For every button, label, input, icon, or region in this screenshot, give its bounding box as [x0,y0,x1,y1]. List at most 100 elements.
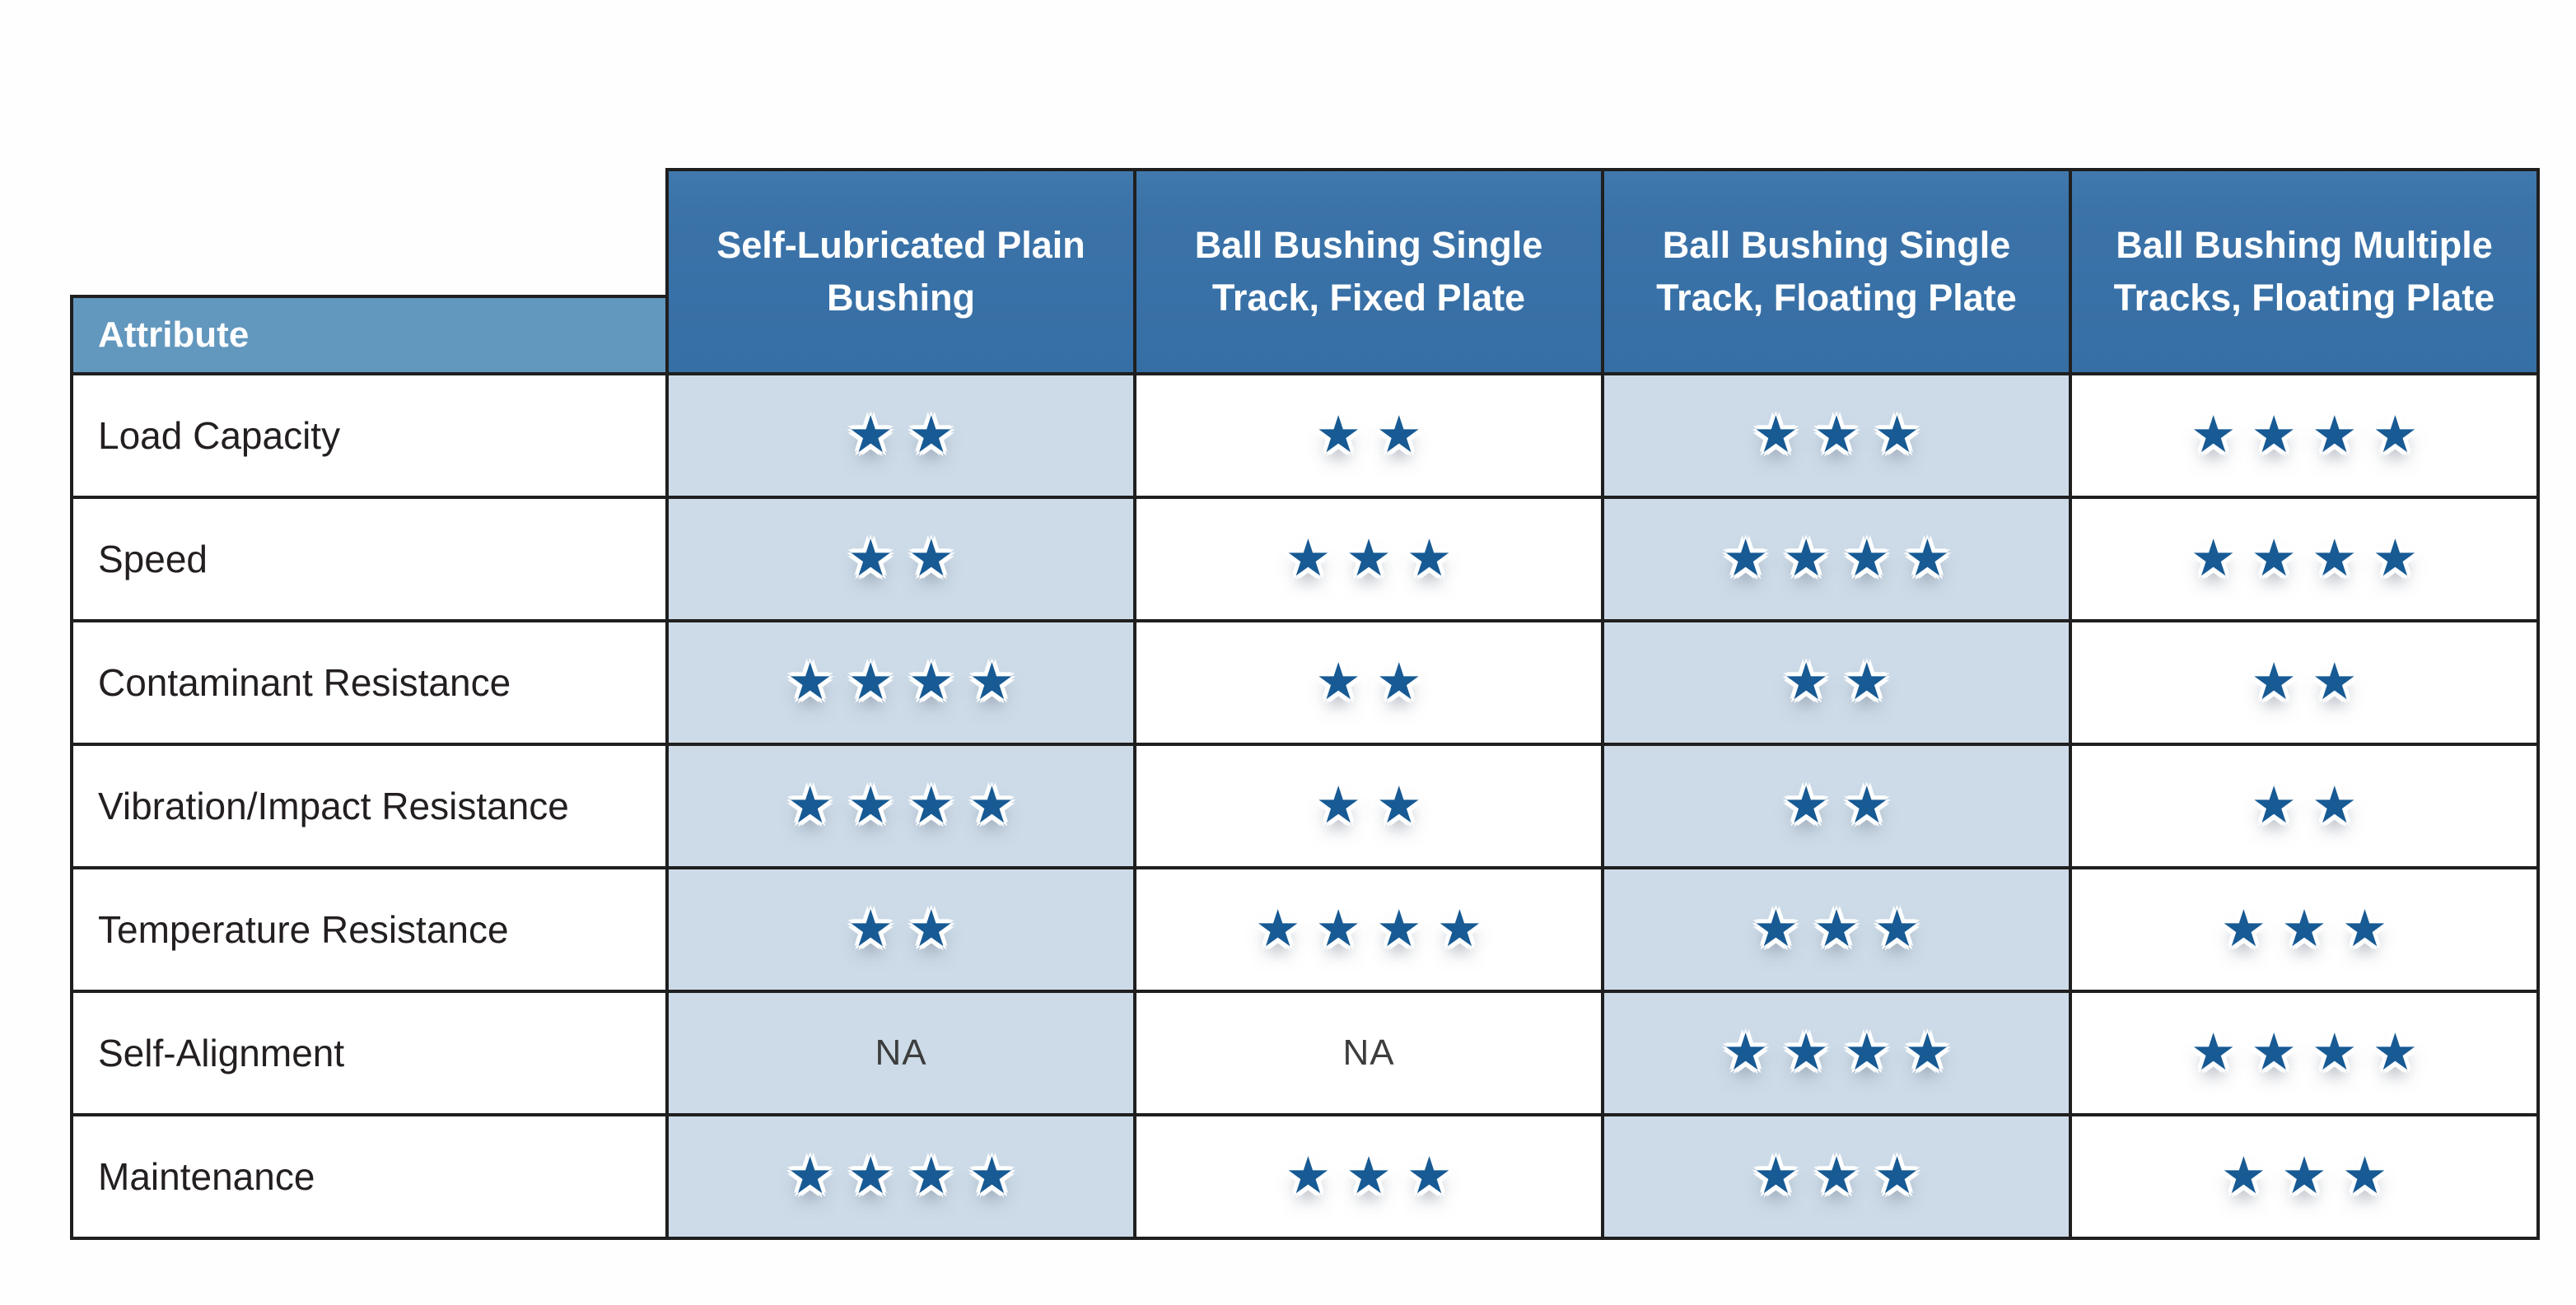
star-icon: ★ [2312,406,2358,464]
star-icon: ★ [1285,529,1332,587]
rating-cell: ★ ★ [1133,743,1604,869]
star-icon: ★ [786,776,833,834]
star-icon: ★ [1904,529,1951,587]
rating-cell: ★ ★ ★ ★ [665,743,1136,869]
column-header-ball-bushing-multiple-tracks-floating-plate: Ball Bushing Multiple Tracks, Floating P… [2069,168,2540,375]
star-icon: ★ [908,1147,954,1205]
row-label-text: Maintenance [98,1155,315,1198]
rating-cell: NA [1133,990,1604,1116]
star-icon: ★ [1376,406,1422,464]
rating-cell: ★ ★ [1601,743,2072,869]
star-icon: ★ [2190,1023,2237,1081]
rating-cell: ★ ★ ★ ★ [2069,990,2540,1116]
column-header-ball-bushing-single-track-floating-plate: Ball Bushing Single Track, Floating Plat… [1601,168,2072,375]
star-icon: ★ [1406,1147,1453,1205]
star-icon: ★ [847,653,894,711]
rating-cell: ★ ★ [2069,619,2540,746]
star-icon: ★ [2341,1147,2388,1205]
star-icon: ★ [1254,900,1301,958]
column-header-label: Self-Lubricated Plain Bushing [716,224,1085,319]
column-header-label: Ball Bushing Single Track, Fixed Plate [1194,224,1543,319]
star-icon: ★ [1406,529,1453,587]
rating-cell: ★ ★ ★ ★ [1133,866,1604,993]
star-icon: ★ [1874,1147,1920,1205]
star-icon: ★ [2312,776,2358,834]
attribute-column-header: Attribute [70,295,669,375]
star-icon: ★ [1376,900,1422,958]
row-label-text: Temperature Resistance [98,908,509,951]
star-icon: ★ [908,653,954,711]
star-icon: ★ [2372,1023,2419,1081]
star-icon: ★ [1752,406,1799,464]
star-icon: ★ [968,653,1015,711]
rating-cell: ★ ★ ★ ★ [2069,496,2540,622]
star-icon: ★ [1783,529,1829,587]
star-icon: ★ [908,529,954,587]
row-label-temperature-resistance: Temperature Resistance [70,866,669,993]
rating-cell: ★ ★ ★ [1601,1113,2072,1240]
star-icon: ★ [1285,1147,1332,1205]
rating-cell: ★ ★ ★ [1133,496,1604,622]
star-icon: ★ [968,1147,1015,1205]
star-icon: ★ [908,406,954,464]
column-header-ball-bushing-single-track-fixed-plate: Ball Bushing Single Track, Fixed Plate [1133,168,1604,375]
rating-cell: ★ ★ ★ ★ [665,1113,1136,1240]
star-icon: ★ [1904,1023,1951,1081]
star-icon: ★ [1315,406,1361,464]
star-icon: ★ [908,900,954,958]
star-icon: ★ [2312,529,2358,587]
star-icon: ★ [2251,653,2297,711]
star-icon: ★ [2190,529,2237,587]
star-icon: ★ [2220,1147,2267,1205]
rating-cell: ★ ★ ★ ★ [665,619,1136,746]
star-icon: ★ [1844,529,1890,587]
column-header-label: Ball Bushing Single Track, Floating Plat… [1656,224,2017,319]
star-icon: ★ [1783,653,1829,711]
attribute-header-label: Attribute [98,315,250,355]
column-header-self-lubricated-plain-bushing: Self-Lubricated Plain Bushing [665,168,1136,375]
star-icon: ★ [847,406,894,464]
row-label-contaminant-resistance: Contaminant Resistance [70,619,669,746]
star-icon: ★ [968,776,1015,834]
row-label-text: Self-Alignment [98,1032,345,1074]
row-label-vibration-impact-resistance: Vibration/Impact Resistance [70,743,669,869]
star-icon: ★ [1436,900,1483,958]
star-icon: ★ [2251,406,2297,464]
star-icon: ★ [1346,1147,1392,1205]
star-icon: ★ [786,653,833,711]
star-icon: ★ [1813,900,1860,958]
star-icon: ★ [1813,1147,1860,1205]
star-icon: ★ [2312,1023,2358,1081]
star-icon: ★ [1783,1023,1829,1081]
row-label-text: Load Capacity [98,414,341,457]
star-icon: ★ [1722,1023,1769,1081]
star-icon: ★ [2312,653,2358,711]
row-label-text: Contaminant Resistance [98,661,511,704]
star-icon: ★ [2251,776,2297,834]
rating-cell: ★ ★ [1601,619,2072,746]
star-icon: ★ [1752,1147,1799,1205]
row-label-self-alignment: Self-Alignment [70,990,669,1116]
rating-cell: ★ ★ [665,372,1136,499]
star-icon: ★ [847,900,894,958]
rating-cell: ★ ★ [665,496,1136,622]
star-icon: ★ [2281,900,2327,958]
star-icon: ★ [847,1147,894,1205]
rating-cell: ★ ★ [1133,372,1604,499]
star-icon: ★ [1844,653,1890,711]
star-icon: ★ [1874,406,1920,464]
star-icon: ★ [2372,529,2419,587]
star-icon: ★ [1315,900,1361,958]
star-icon: ★ [2341,900,2388,958]
rating-cell: ★ ★ ★ [1601,372,2072,499]
rating-cell: ★ ★ [2069,743,2540,869]
star-icon: ★ [2251,1023,2297,1081]
star-icon: ★ [1376,653,1422,711]
rating-cell: ★ ★ ★ ★ [1601,990,2072,1116]
row-label-maintenance: Maintenance [70,1113,669,1240]
star-icon: ★ [1813,406,1860,464]
star-icon: ★ [1315,653,1361,711]
star-icon: ★ [2190,406,2237,464]
star-icon: ★ [1315,776,1361,834]
